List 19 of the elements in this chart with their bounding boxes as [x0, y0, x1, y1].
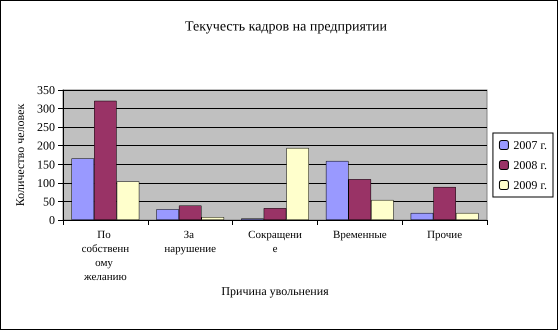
y-tick-label: 300 — [37, 102, 55, 116]
legend-label: 2009 г. — [513, 178, 548, 192]
y-tick-label: 100 — [37, 176, 55, 190]
legend-label: 2007 г. — [513, 138, 548, 152]
y-axis-title: Количество человек — [13, 104, 28, 206]
x-tick-label: За нарушение — [164, 229, 216, 255]
y-tick-label: 200 — [37, 138, 55, 153]
y-tick-label: 0 — [49, 213, 55, 227]
chart-title: Текучесть кадров на предприятии — [184, 20, 388, 34]
x-tick-label: По собственному желанию — [82, 229, 130, 283]
legend-label: 2008 г. — [513, 158, 548, 172]
x-tick-label: Прочие — [427, 229, 462, 241]
x-tick-label: Временные — [332, 229, 387, 241]
y-tick-label: 50 — [43, 194, 55, 208]
y-tick-label: 150 — [37, 157, 55, 172]
y-tick-label: 250 — [37, 120, 55, 134]
x-tick-label: Сокращение — [248, 229, 302, 255]
y-tick-label: 350 — [37, 83, 55, 97]
x-axis-title: Причина увольнения — [221, 284, 330, 298]
